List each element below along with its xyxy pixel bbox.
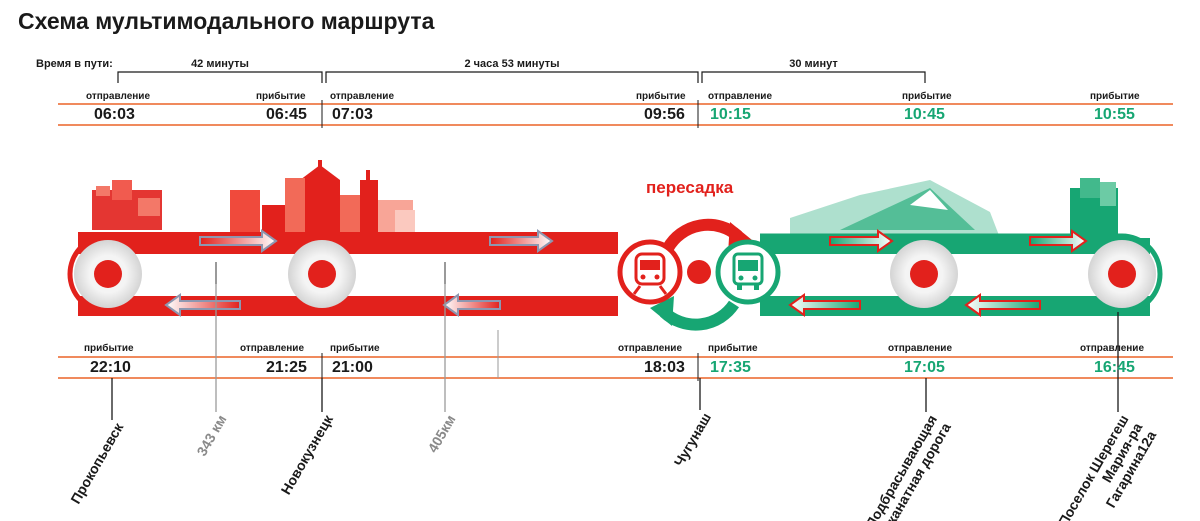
outbound-time-2: 06:45 (266, 106, 307, 123)
outbound-time-1: 06:03 (94, 106, 135, 123)
return-time-4: 18:03 (644, 359, 685, 376)
outbound-label-4: прибытие (636, 91, 686, 102)
return-label-7: отправление (1080, 343, 1145, 354)
outbound-label-3: отправление (330, 91, 395, 102)
wheel-cable (890, 240, 958, 308)
return-time-2: 21:25 (266, 359, 307, 376)
mountain-icon (760, 178, 1150, 316)
return-label-6: отправление (888, 343, 953, 354)
direction-arrows (164, 229, 554, 317)
travel-time-label: Время в пути: (36, 58, 113, 70)
return-time-1: 22:10 (90, 359, 131, 376)
outbound-time-5: 10:15 (710, 106, 751, 123)
train-icon (617, 239, 683, 305)
outbound-time-3: 07:03 (332, 106, 373, 123)
return-label-2: отправление (240, 343, 305, 354)
duration-brackets (117, 71, 926, 83)
transfer-label: пересадка (646, 178, 734, 197)
return-time-6: 17:05 (904, 359, 945, 376)
station-wheels (74, 240, 1156, 308)
duration-3: 30 минут (789, 58, 838, 70)
wheel-sheregesh (1088, 240, 1156, 308)
return-label-3: прибытие (330, 343, 380, 354)
outbound-time-6: 10:45 (904, 106, 945, 123)
place-leaders (111, 284, 1119, 420)
return-time-5: 17:35 (710, 359, 751, 376)
outbound-time-4: 09:56 (644, 106, 685, 123)
outbound-time-7: 10:55 (1094, 106, 1135, 123)
outbound-label-2: прибытие (256, 91, 306, 102)
return-time-3: 21:00 (332, 359, 373, 376)
duration-2: 2 часа 53 минуты (464, 58, 560, 70)
outbound-label-5: отправление (708, 91, 773, 102)
return-label-4: отправление (618, 343, 683, 354)
page-title: Схема мультимодального маршрута (18, 8, 435, 34)
timetable-lines (58, 103, 1173, 379)
return-time-7: 16:45 (1094, 359, 1135, 376)
wheel-novokuznetsk (288, 240, 356, 308)
outbound-label-7: прибытие (1090, 91, 1140, 102)
outbound-label-6: прибытие (902, 91, 952, 102)
duration-1: 42 минуты (191, 58, 249, 70)
cycle-arrows-icon (650, 218, 752, 331)
wheel-prokopyevsk (74, 240, 142, 308)
return-label-5: прибытие (708, 343, 758, 354)
bus-icon (715, 239, 781, 305)
outbound-label-1: отправление (86, 91, 151, 102)
return-label-1: прибытие (84, 343, 134, 354)
